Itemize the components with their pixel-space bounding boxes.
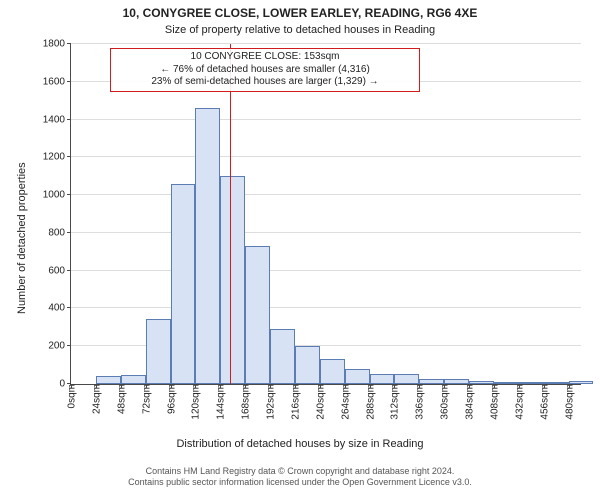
footer-line: Contains HM Land Registry data © Crown c… [0, 466, 600, 477]
x-tick-label: 480sqm [562, 384, 575, 420]
histogram-bar [519, 382, 544, 384]
x-tick-label: 168sqm [239, 384, 252, 420]
histogram-bar [345, 369, 370, 384]
x-tick-label: 72sqm [139, 384, 152, 414]
chart-title: 10, CONYGREE CLOSE, LOWER EARLEY, READIN… [0, 6, 600, 20]
y-tick-label: 200 [48, 341, 71, 352]
annotation-line: ← 76% of detached houses are smaller (4,… [115, 64, 415, 77]
y-tick-label: 600 [48, 265, 71, 276]
histogram-bar [569, 381, 594, 384]
x-tick-label: 240sqm [313, 384, 326, 420]
histogram-bar [171, 184, 196, 384]
x-tick-label: 360sqm [438, 384, 451, 420]
annotation-line: 23% of semi-detached houses are larger (… [115, 76, 415, 89]
histogram-bar [394, 374, 419, 384]
chart-container: { "chart": { "type": "histogram", "width… [0, 0, 600, 500]
plot-area: 0200400600800100012001400160018000sqm24s… [70, 44, 581, 385]
histogram-bar [320, 359, 345, 384]
y-tick-label: 1200 [43, 152, 71, 163]
x-axis-label: Distribution of detached houses by size … [0, 438, 600, 450]
histogram-bar [220, 176, 245, 384]
x-tick-label: 96sqm [164, 384, 177, 414]
x-tick-label: 336sqm [413, 384, 426, 420]
histogram-bar [444, 379, 469, 384]
histogram-bar [245, 246, 270, 384]
footer-text: Contains HM Land Registry data © Crown c… [0, 466, 600, 489]
y-tick-label: 1600 [43, 76, 71, 87]
x-tick-label: 192sqm [264, 384, 277, 420]
histogram-bar [544, 382, 569, 384]
histogram-bar [370, 374, 395, 384]
x-tick-label: 48sqm [114, 384, 127, 414]
annotation-line: 10 CONYGREE CLOSE: 153sqm [115, 51, 415, 64]
histogram-bar [295, 346, 320, 384]
y-tick-label: 1800 [43, 39, 71, 50]
histogram-bar [419, 379, 444, 384]
reference-line [230, 44, 231, 384]
histogram-bar [121, 375, 146, 384]
histogram-bar [270, 329, 295, 384]
chart-subtitle: Size of property relative to detached ho… [0, 24, 600, 36]
y-tick-label: 400 [48, 303, 71, 314]
x-tick-label: 120sqm [189, 384, 202, 420]
y-tick-label: 1000 [43, 190, 71, 201]
x-tick-label: 288sqm [363, 384, 376, 420]
histogram-bar [195, 108, 220, 384]
x-tick-label: 384sqm [463, 384, 476, 420]
x-tick-label: 264sqm [338, 384, 351, 420]
histogram-bar [96, 376, 121, 385]
histogram-bar [494, 382, 519, 384]
y-tick-label: 800 [48, 227, 71, 238]
y-axis-label: Number of detached properties [16, 162, 28, 314]
footer-line: Contains public sector information licen… [0, 477, 600, 488]
x-tick-label: 144sqm [214, 384, 227, 420]
histogram-bar [469, 381, 494, 384]
annotation-box: 10 CONYGREE CLOSE: 153sqm← 76% of detach… [110, 48, 420, 92]
x-tick-label: 408sqm [487, 384, 500, 420]
x-tick-label: 24sqm [89, 384, 102, 414]
x-tick-label: 432sqm [512, 384, 525, 420]
x-tick-label: 456sqm [537, 384, 550, 420]
x-tick-label: 216sqm [288, 384, 301, 420]
histogram-bar [146, 319, 171, 384]
y-tick-label: 1400 [43, 114, 71, 125]
x-tick-label: 312sqm [388, 384, 401, 420]
